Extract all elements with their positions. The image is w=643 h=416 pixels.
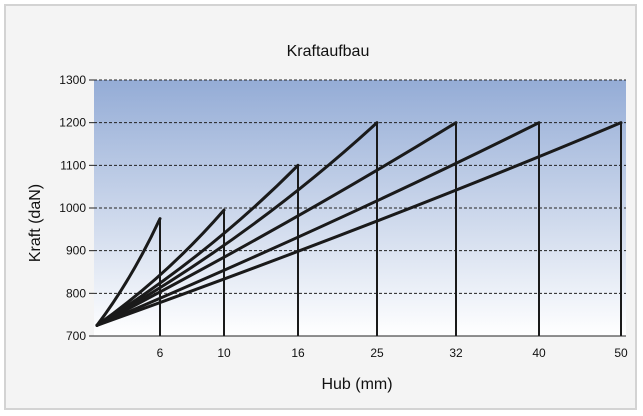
x-tick-label: 50 bbox=[614, 346, 628, 360]
x-tick-label: 6 bbox=[157, 346, 164, 360]
x-axis-ticks: 6 10 16 25 32 40 50 bbox=[157, 346, 628, 360]
y-tick-label: 1300 bbox=[59, 73, 86, 87]
y-tick-label: 1200 bbox=[59, 116, 86, 130]
x-tick-label: 16 bbox=[291, 346, 305, 360]
force-curve-40mm bbox=[95, 121, 541, 327]
x-tick-label: 32 bbox=[449, 346, 463, 360]
y-tick-label: 1000 bbox=[59, 201, 86, 215]
force-curve-16mm bbox=[95, 163, 300, 327]
force-curve-50mm bbox=[95, 121, 623, 327]
y-axis-title: Kraft (daN) bbox=[27, 184, 44, 262]
chart-title: Kraftaufbau bbox=[287, 43, 370, 60]
y-tick-label: 1100 bbox=[60, 158, 86, 172]
y-tick-label: 900 bbox=[66, 244, 86, 258]
y-axis-ticks: 700 800 900 1000 1100 1200 1300 bbox=[59, 73, 94, 343]
y-tick-label: 800 bbox=[66, 286, 86, 300]
x-tick-label: 40 bbox=[532, 346, 546, 360]
x-tick-label: 10 bbox=[217, 346, 231, 360]
force-curve-32mm bbox=[95, 121, 458, 327]
force-curve-25mm bbox=[95, 121, 379, 327]
x-axis-title: Hub (mm) bbox=[321, 376, 392, 393]
force-curve-6mm bbox=[95, 217, 162, 327]
series-lines bbox=[95, 121, 623, 336]
x-tick-label: 25 bbox=[370, 346, 384, 360]
y-tick-label: 700 bbox=[66, 329, 86, 343]
